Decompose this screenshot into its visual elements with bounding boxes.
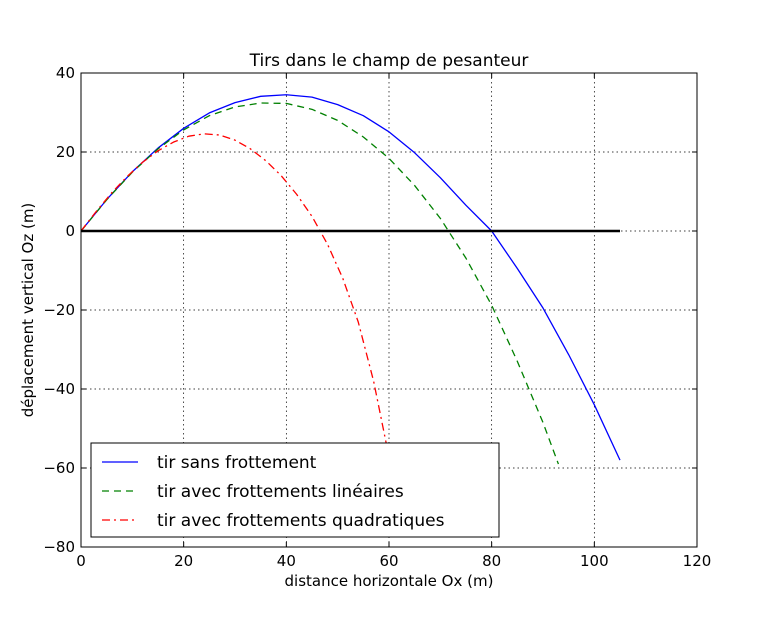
x-tick-label: 60 <box>379 552 398 570</box>
series-line-1 <box>80 102 560 465</box>
y-axis-label: déplacement vertical Oz (m) <box>19 203 37 418</box>
x-tick-label: 100 <box>580 552 609 570</box>
y-tick-label: −40 <box>43 380 75 398</box>
y-tick-label: −20 <box>43 301 75 319</box>
legend-entry-2: tir avec frottements quadratiques <box>157 511 445 531</box>
legend-entry-0: tir sans frottement <box>157 453 317 473</box>
x-tick-label: 120 <box>683 552 712 570</box>
legend-box <box>90 442 500 538</box>
y-tick-label: 0 <box>65 222 75 240</box>
series-line-0 <box>80 94 621 461</box>
x-tick-label: 20 <box>174 552 193 570</box>
y-tick-label: 20 <box>56 143 75 161</box>
series-line-2 <box>80 133 388 445</box>
x-tick-label: 80 <box>482 552 501 570</box>
x-tick-label: 40 <box>277 552 296 570</box>
x-axis-label: distance horizontale Ox (m) <box>285 572 494 590</box>
y-tick-label: −60 <box>43 459 75 477</box>
x-tick-label: 0 <box>76 552 86 570</box>
legend-entry-1: tir avec frottements linéaires <box>157 482 404 502</box>
y-tick-label: 40 <box>56 64 75 82</box>
y-tick-label: −80 <box>43 538 75 556</box>
series-layer <box>80 94 621 465</box>
ticks: 0 20 40 60 80 100 120 40 20 0 −20 −40 −60 −80 <box>43 64 711 570</box>
chart-title: Tirs dans le champ de pesanteur <box>249 51 529 71</box>
legend: tir sans frottement tir avec frottements … <box>90 442 500 538</box>
